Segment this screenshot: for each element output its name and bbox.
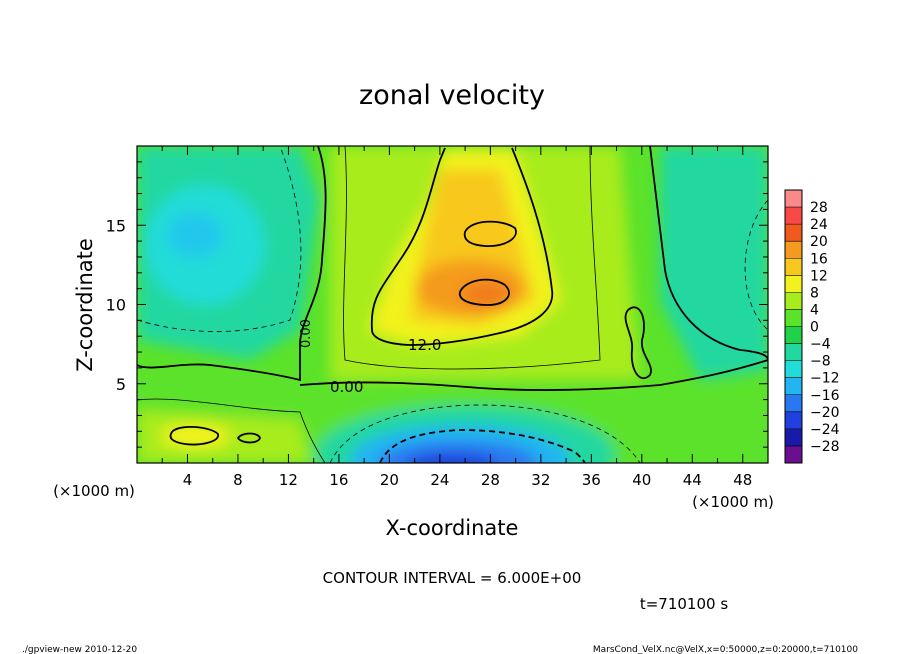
colorbar-segment bbox=[785, 343, 802, 361]
x-tick-label: 12 bbox=[279, 471, 298, 489]
chart-title: zonal velocity bbox=[359, 80, 545, 111]
colorbar-label: −20 bbox=[810, 405, 840, 421]
contour-18-upper bbox=[463, 220, 517, 247]
contour-6-thin-low bbox=[137, 398, 326, 463]
y-tick-label: 15 bbox=[106, 216, 126, 235]
colorbar-label: −12 bbox=[810, 371, 840, 387]
colorbar-label: −4 bbox=[810, 337, 831, 353]
x-tick-label: 4 bbox=[183, 471, 193, 489]
colorbar-segment bbox=[785, 326, 802, 344]
contour-12-lower-left bbox=[169, 426, 219, 446]
y-axis-label: Z-coordinate bbox=[73, 238, 97, 372]
colorbar-segment bbox=[785, 394, 802, 413]
colorbar-segment bbox=[785, 428, 802, 447]
colorbar-segment bbox=[785, 190, 802, 208]
x-tick-label: 48 bbox=[733, 471, 752, 489]
field-sfc-blue bbox=[378, 441, 538, 463]
colorbar-segment bbox=[785, 309, 802, 327]
colorbar-label: 28 bbox=[810, 200, 828, 216]
x-tick-label: 24 bbox=[430, 471, 449, 489]
x-tick-label: 8 bbox=[233, 471, 243, 489]
contour-0-loop bbox=[624, 306, 652, 380]
contour-0-mid bbox=[299, 359, 768, 392]
contours bbox=[137, 146, 768, 463]
y-axis-unit: (×1000 m) bbox=[53, 482, 135, 500]
field-jet-peak bbox=[462, 282, 510, 306]
contour-neg6-dashed bbox=[137, 146, 302, 332]
y-tick-label: 5 bbox=[116, 375, 126, 394]
contour-label-12: 12.0 bbox=[408, 336, 441, 354]
colorbar-label: 4 bbox=[810, 302, 819, 318]
colorbar-label: 24 bbox=[810, 217, 828, 233]
field-cyan-core bbox=[167, 213, 223, 257]
contour-12-jet bbox=[370, 147, 554, 346]
colorbar-label: 20 bbox=[810, 234, 828, 250]
contour-label-0-left: 0.00 bbox=[299, 319, 314, 348]
colorbar-label: −8 bbox=[810, 354, 831, 370]
colorbar-segment bbox=[785, 207, 802, 225]
x-tick-label: 40 bbox=[632, 471, 651, 489]
colorbar-segment bbox=[785, 445, 802, 464]
x-axis-unit: (×1000 m) bbox=[692, 493, 774, 511]
x-tick-label: 36 bbox=[582, 471, 601, 489]
colorbar-segment bbox=[785, 275, 802, 293]
x-tick-label: 20 bbox=[380, 471, 399, 489]
contour-12-core bbox=[458, 278, 510, 306]
colorbar-segment bbox=[785, 360, 802, 378]
colorbar-label: −28 bbox=[810, 439, 840, 455]
contour-0-right bbox=[649, 146, 768, 361]
heatmap-field bbox=[137, 146, 768, 463]
contour-interval: CONTOUR INTERVAL = 6.000E+00 bbox=[323, 569, 582, 587]
colorbar-label: 12 bbox=[810, 268, 828, 284]
y-axis-ticks: 5 10 15 bbox=[106, 161, 768, 448]
colorbar-label: 0 bbox=[810, 320, 819, 336]
colorbar-segment bbox=[785, 224, 802, 242]
contour-neg6-dashed-low bbox=[329, 404, 641, 463]
y-tick-label: 10 bbox=[106, 296, 126, 315]
colorbar-segment bbox=[785, 241, 802, 259]
x-tick-label: 28 bbox=[481, 471, 500, 489]
colorbar-segment bbox=[785, 258, 802, 276]
x-tick-label: 44 bbox=[683, 471, 702, 489]
colorbar-label: 8 bbox=[810, 285, 819, 301]
contour-12-lower-small bbox=[236, 432, 261, 444]
colorbar-segment bbox=[785, 411, 802, 430]
x-axis-label: X-coordinate bbox=[386, 516, 519, 540]
footer-right: MarsCond_VelX.nc@VelX,x=0:50000,z=0:2000… bbox=[593, 645, 858, 654]
colorbar-label: −16 bbox=[810, 388, 840, 404]
field-sfc-core bbox=[408, 454, 496, 463]
colorbar-segment bbox=[785, 377, 802, 396]
field-teal-right bbox=[660, 146, 768, 380]
contour-6-thin bbox=[343, 146, 601, 370]
colorbar-label: −24 bbox=[810, 422, 840, 438]
contour-label-0-mid: 0.00 bbox=[330, 378, 363, 396]
colorbar-segment bbox=[785, 292, 802, 310]
contour-0-left bbox=[137, 146, 327, 382]
x-tick-label: 16 bbox=[329, 471, 348, 489]
footer-left: ./gpview-new 2010-12-20 bbox=[22, 645, 137, 654]
x-tick-label: 32 bbox=[531, 471, 550, 489]
x-axis-ticks: 4 8 12 16 20 24 28 32 36 40 44 48 bbox=[161, 146, 752, 489]
colorbar-label: 16 bbox=[810, 251, 828, 267]
time-stamp: t=710100 s bbox=[640, 595, 728, 613]
